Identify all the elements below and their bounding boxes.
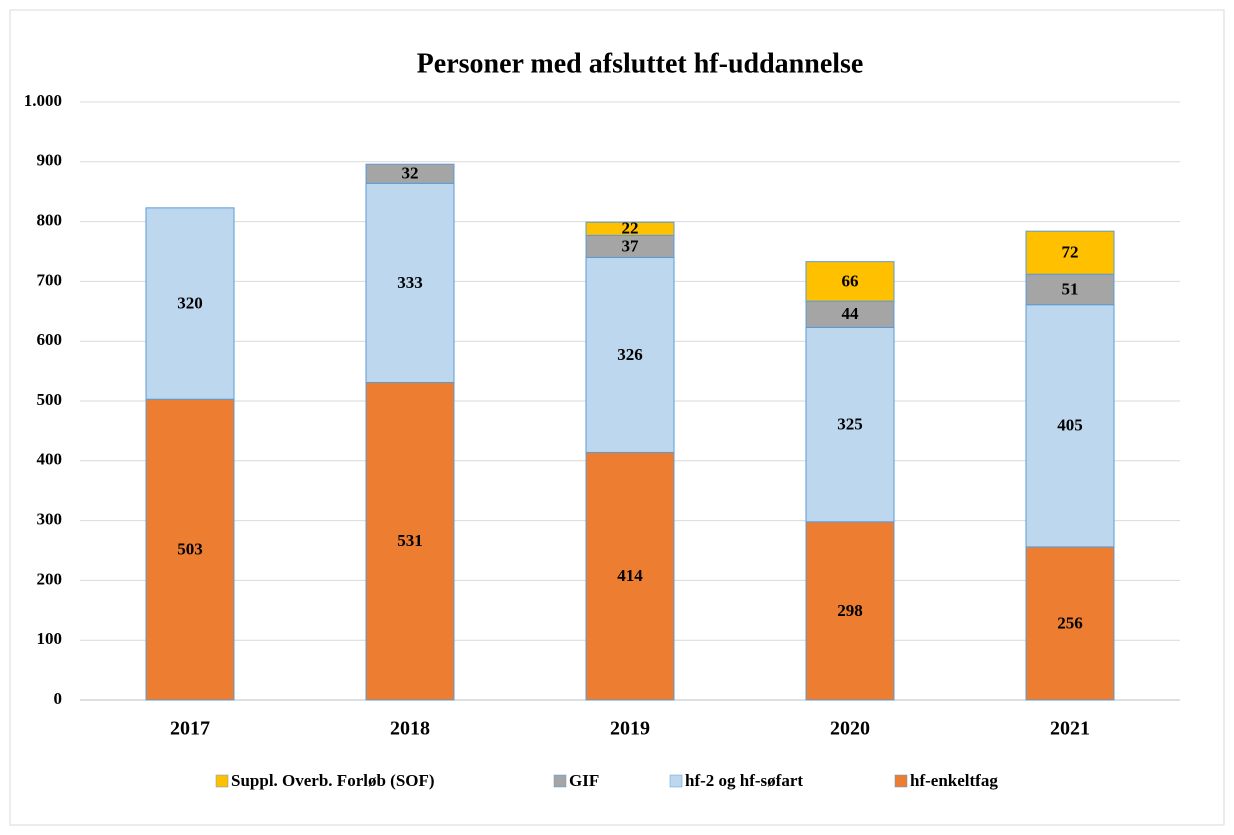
legend-label: hf-enkeltfag [910,771,998,790]
data-label: 256 [1057,613,1083,632]
data-label: 32 [402,164,419,183]
bar-segment [365,182,455,383]
legend-swatch [669,774,683,788]
y-tick-label: 600 [37,330,63,349]
bar-segment [805,521,895,701]
x-tick-label: 2021 [1050,718,1090,740]
y-tick-label: 400 [37,450,63,469]
y-tick-label: 0 [54,689,63,708]
data-label: 22 [622,219,639,238]
data-label: 333 [397,273,423,292]
data-label: 503 [177,540,203,559]
y-tick-label: 200 [37,569,63,588]
data-label: 37 [622,236,640,255]
legend-swatch [215,774,229,788]
data-label: 66 [842,271,859,290]
chart-title: Personer med afsluttet hf-uddannelse [417,48,864,79]
x-tick-label: 2019 [610,718,650,740]
y-tick-label: 800 [37,211,63,230]
data-label: 405 [1057,416,1083,435]
legend-swatch [553,774,567,788]
bar-segment [1025,273,1115,306]
legend-swatch [894,774,908,788]
y-tick-label: 900 [37,151,63,170]
x-tick-label: 2020 [830,718,870,740]
bar-segment [365,163,455,184]
bar-segment [585,221,675,236]
bar-segment [145,207,235,400]
bar-segment [805,326,895,523]
y-tick-label: 1.000 [24,91,62,110]
x-tick-label: 2017 [170,718,210,740]
data-label: 320 [177,293,203,312]
bar-segment [585,451,675,701]
x-tick-label: 2018 [390,718,430,740]
data-label: 531 [397,531,423,550]
data-label: 298 [837,601,863,620]
legend-label: hf-2 og hf-søfart [685,771,803,790]
y-tick-label: 700 [37,270,63,289]
bar-segment [145,398,235,701]
y-tick-label: 300 [37,510,63,529]
bar-segment [805,300,895,328]
data-label: 414 [617,566,643,585]
data-label: 325 [837,415,863,434]
data-label: 51 [1062,279,1079,298]
y-tick-label: 100 [37,629,63,648]
bar-segment [805,261,895,302]
data-label: 44 [842,304,860,323]
data-label: 326 [617,345,643,364]
legend-label: Suppl. Overb. Forløb (SOF) [231,771,435,790]
bar-segment [1025,230,1115,275]
bar-segment [1025,546,1115,701]
data-label: 72 [1062,243,1079,262]
y-tick-label: 500 [37,390,63,409]
legend-label: GIF [569,771,599,790]
